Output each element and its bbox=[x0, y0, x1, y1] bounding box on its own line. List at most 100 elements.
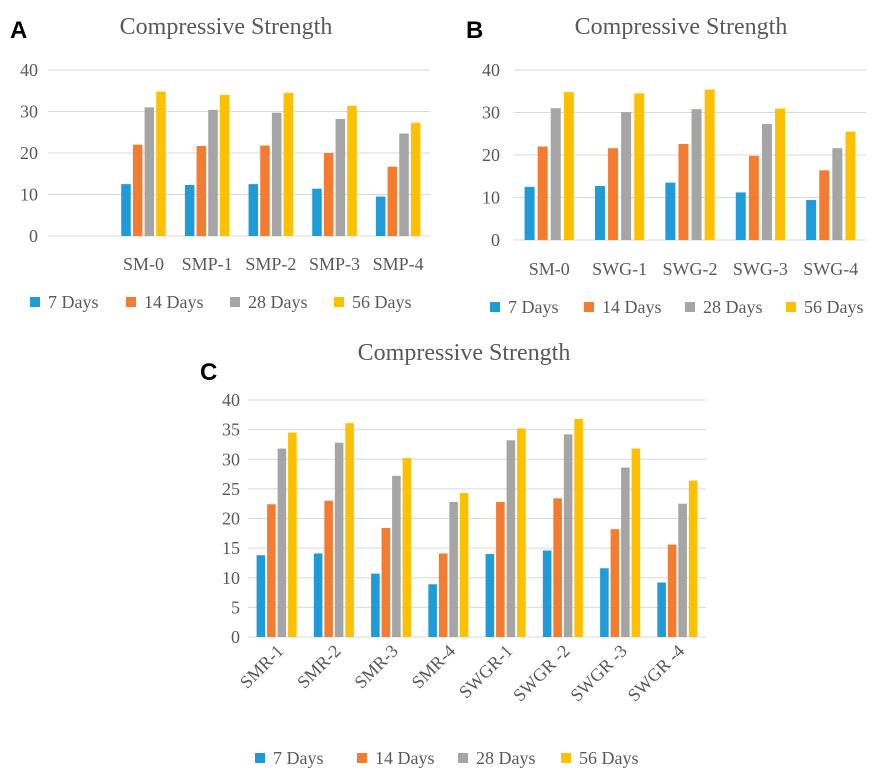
bar bbox=[271, 112, 282, 236]
bar bbox=[267, 504, 276, 637]
bar bbox=[345, 423, 354, 637]
bar bbox=[438, 553, 448, 637]
bar bbox=[806, 200, 817, 240]
x-tick-label: SMR-2 bbox=[293, 641, 345, 693]
bar bbox=[748, 155, 759, 240]
bar bbox=[312, 188, 322, 236]
bar bbox=[678, 503, 687, 637]
x-tick-label: SWGR -3 bbox=[566, 641, 631, 706]
x-tick-label: SWG-1 bbox=[592, 259, 647, 279]
bar bbox=[819, 170, 830, 240]
bar bbox=[392, 475, 401, 637]
legend-label: 14 Days bbox=[602, 297, 662, 317]
bar bbox=[610, 529, 620, 637]
y-tick-label: 10 bbox=[482, 188, 500, 208]
x-tick-label: SM-0 bbox=[123, 254, 164, 274]
y-tick-label: 10 bbox=[20, 185, 38, 205]
y-tick-label: 15 bbox=[222, 538, 240, 558]
x-tick-label: SWGR -2 bbox=[509, 641, 574, 706]
y-tick-label: 40 bbox=[20, 60, 38, 80]
y-tick-label: 40 bbox=[482, 60, 500, 80]
bar bbox=[688, 480, 698, 637]
y-tick-label: 0 bbox=[231, 627, 240, 647]
y-tick-label: 5 bbox=[231, 597, 240, 617]
bar bbox=[537, 146, 548, 240]
chart-panel-c: C Compressive Strength 0 5 10 15 20 25 30 35 40 SMR… bbox=[200, 340, 706, 768]
bar bbox=[506, 440, 516, 637]
bar bbox=[402, 458, 412, 637]
bar bbox=[563, 92, 574, 240]
x-tick-label: SWG-3 bbox=[733, 259, 788, 279]
legend-label: 7 Days bbox=[508, 297, 559, 317]
x-tick-label: SMR-4 bbox=[408, 641, 460, 693]
bar bbox=[313, 553, 323, 637]
x-tick-label: SM-0 bbox=[529, 259, 570, 279]
bar bbox=[665, 182, 676, 240]
bar bbox=[121, 184, 131, 236]
y-tick-label: 0 bbox=[29, 226, 38, 246]
bar bbox=[256, 555, 266, 637]
bar bbox=[381, 527, 391, 637]
bar bbox=[678, 143, 689, 240]
legend-swatch bbox=[255, 753, 265, 763]
bar bbox=[288, 432, 297, 637]
legend: 7 Days 14 Days 28 Days 56 Days bbox=[255, 748, 639, 768]
y-tick-label: 10 bbox=[222, 568, 240, 588]
legend-swatch bbox=[786, 302, 796, 312]
legend-swatch bbox=[334, 297, 344, 307]
bar bbox=[410, 122, 421, 236]
y-tick-label: 30 bbox=[222, 449, 240, 469]
y-tick-label: 30 bbox=[482, 103, 500, 123]
bar bbox=[496, 501, 505, 637]
legend: 7 Days 14 Days 28 Days 56 Days bbox=[30, 292, 412, 312]
bar bbox=[634, 93, 645, 240]
legend-swatch bbox=[584, 302, 594, 312]
bar bbox=[334, 442, 344, 637]
bar bbox=[375, 196, 386, 236]
chart-title: Compressive Strength bbox=[120, 14, 333, 40]
bar bbox=[832, 148, 843, 240]
y-tick-label: 40 bbox=[222, 390, 240, 410]
legend-label: 28 Days bbox=[703, 297, 763, 317]
legend-swatch bbox=[685, 302, 695, 312]
bar bbox=[550, 108, 561, 240]
y-tick-label: 20 bbox=[482, 145, 500, 165]
legend-label: 56 Days bbox=[579, 748, 639, 768]
bar bbox=[845, 131, 856, 240]
x-tick-label: SWG-4 bbox=[803, 259, 858, 279]
y-tick-label: 0 bbox=[491, 230, 500, 250]
bar bbox=[563, 434, 573, 637]
bar bbox=[335, 118, 346, 236]
legend-label: 14 Days bbox=[144, 292, 204, 312]
legend-label: 56 Days bbox=[352, 292, 412, 312]
legend-swatch bbox=[561, 753, 571, 763]
legend-label: 7 Days bbox=[273, 748, 324, 768]
chart-panel-b: B Compressive Strength 0 10 20 30 40 SM-0 SWG-1 S… bbox=[466, 14, 866, 317]
bar bbox=[449, 501, 458, 637]
bar bbox=[542, 550, 552, 637]
bar bbox=[184, 184, 195, 236]
y-tick-label: 35 bbox=[222, 420, 240, 440]
x-tick-label: SMP-3 bbox=[309, 254, 360, 274]
bar bbox=[387, 166, 398, 236]
x-tick-label: SWGR-1 bbox=[455, 641, 517, 703]
x-tick-label: SMR-3 bbox=[350, 641, 402, 693]
bar bbox=[667, 544, 677, 637]
bar bbox=[735, 192, 746, 240]
bar bbox=[347, 105, 357, 236]
bar bbox=[459, 493, 469, 637]
legend-swatch bbox=[30, 297, 40, 307]
bar bbox=[704, 89, 715, 240]
bar bbox=[324, 500, 333, 637]
bar bbox=[208, 109, 218, 236]
bar bbox=[621, 112, 632, 240]
legend: 7 Days 14 Days 28 Days 56 Days bbox=[490, 297, 864, 317]
bar bbox=[248, 184, 259, 236]
chart-title: Compressive Strength bbox=[358, 340, 571, 366]
bar bbox=[631, 448, 641, 637]
panel-letter: A bbox=[10, 17, 27, 44]
legend-swatch bbox=[230, 297, 240, 307]
bar bbox=[524, 186, 535, 240]
legend-label: 28 Days bbox=[476, 748, 536, 768]
